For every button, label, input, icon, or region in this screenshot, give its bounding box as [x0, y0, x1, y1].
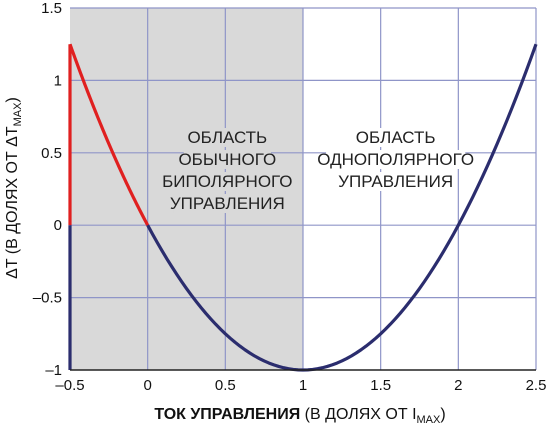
x-tick-label: 0 [143, 377, 151, 394]
curve-segment-red [68, 43, 150, 226]
y-tick-label: 0 [54, 217, 62, 234]
x-tick-label: 2.5 [526, 377, 547, 394]
y-axis-label: ΔT (В ДОЛЯХ ОТ ΔTMAX) [4, 97, 24, 279]
curves [68, 43, 538, 372]
region-label-line: ОБЛАСТЬ [187, 128, 267, 147]
region-label-backdrop [357, 128, 435, 147]
y-tick-label: –1 [45, 362, 62, 379]
y-tick-label: 1 [54, 72, 62, 89]
region-label-line: УПРАВЛЕНИЯ [338, 172, 453, 191]
x-tick-label: 1.5 [370, 377, 391, 394]
region-label-backdrop [183, 150, 271, 169]
region-label-backdrop [326, 150, 466, 169]
x-axis-label: ТОК УПРАВЛЕНИЯ (В ДОЛЯХ ОТ IMAX) [154, 406, 445, 426]
y-tick-label: 0.5 [41, 145, 62, 162]
region-label-line: БИПОЛЯРНОГО [162, 172, 292, 191]
tick-labels: –0.5 0 0.5 1 1.5 2 2.51.510.50–0.5–1 [33, 0, 547, 394]
x-tick-label: 1 [299, 377, 307, 394]
curve-segment-blue [146, 43, 538, 372]
region-label-line: ОБЛАСТЬ [356, 128, 436, 147]
y-tick-label: –0.5 [33, 290, 62, 307]
x-tick-label: 2 [454, 377, 462, 394]
region-label-backdrop [173, 194, 282, 213]
region-label-line: ОДНОПОЛЯРНОГО [317, 150, 474, 169]
region-label-backdrop [341, 172, 450, 191]
x-tick-label: –0.5 [55, 377, 84, 394]
region-labels: ОБЛАСТЬ ОБЫЧНОГО БИПОЛЯРНОГО УПРАВЛЕНИЯ ОБЛА… [162, 128, 474, 213]
region-label-line: ОБЫЧНОГО [178, 150, 276, 169]
y-tick-label: 1.5 [41, 0, 62, 17]
region-label-backdrop [168, 172, 287, 191]
x-tick-label: 0.5 [215, 377, 236, 394]
region-label-line: УПРАВЛЕНИЯ [170, 194, 285, 213]
region-label-backdrop [188, 128, 266, 147]
